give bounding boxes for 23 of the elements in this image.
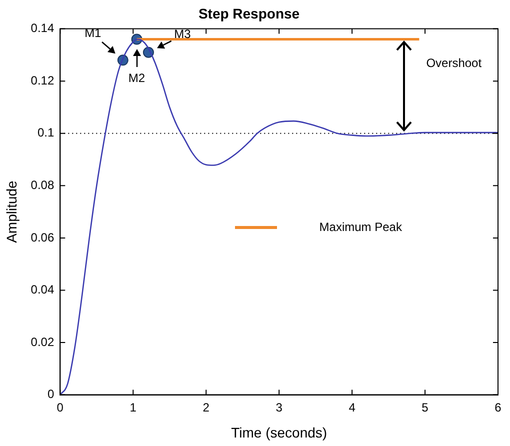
y-tick-label: 0.14 bbox=[30, 21, 54, 36]
y-tick-label: 0.08 bbox=[30, 178, 54, 192]
x-tick-label: 4 bbox=[348, 400, 356, 414]
y-tick-label: 0 bbox=[47, 387, 54, 402]
x-tick-label: 6 bbox=[494, 400, 502, 414]
x-tick-label: 0 bbox=[56, 400, 64, 414]
annotation: M3 bbox=[173, 27, 192, 42]
x-tick-label: 5 bbox=[422, 400, 429, 414]
annotation: M1 bbox=[84, 26, 102, 40]
y-tick-label: 0.1 bbox=[37, 126, 54, 140]
annotation: Overshoot bbox=[426, 56, 482, 70]
x-tick-label: 3 bbox=[276, 400, 283, 414]
text: Maximum Peak bbox=[319, 220, 402, 234]
y-tick-label: 0.06 bbox=[30, 230, 54, 244]
y-tick-label: 0.04 bbox=[30, 282, 54, 297]
y-tick-label: 0.02 bbox=[30, 334, 54, 349]
x-tick-label: 2 bbox=[202, 400, 210, 414]
chart-title: Step Response bbox=[198, 5, 300, 22]
y-tick-label: 0.12 bbox=[30, 73, 54, 88]
x-axis-title: Time (seconds) bbox=[231, 424, 328, 440]
y-axis-title: Amplitude bbox=[3, 180, 20, 243]
x-tick-label: 1 bbox=[130, 400, 137, 414]
annotation: M2 bbox=[127, 71, 146, 86]
